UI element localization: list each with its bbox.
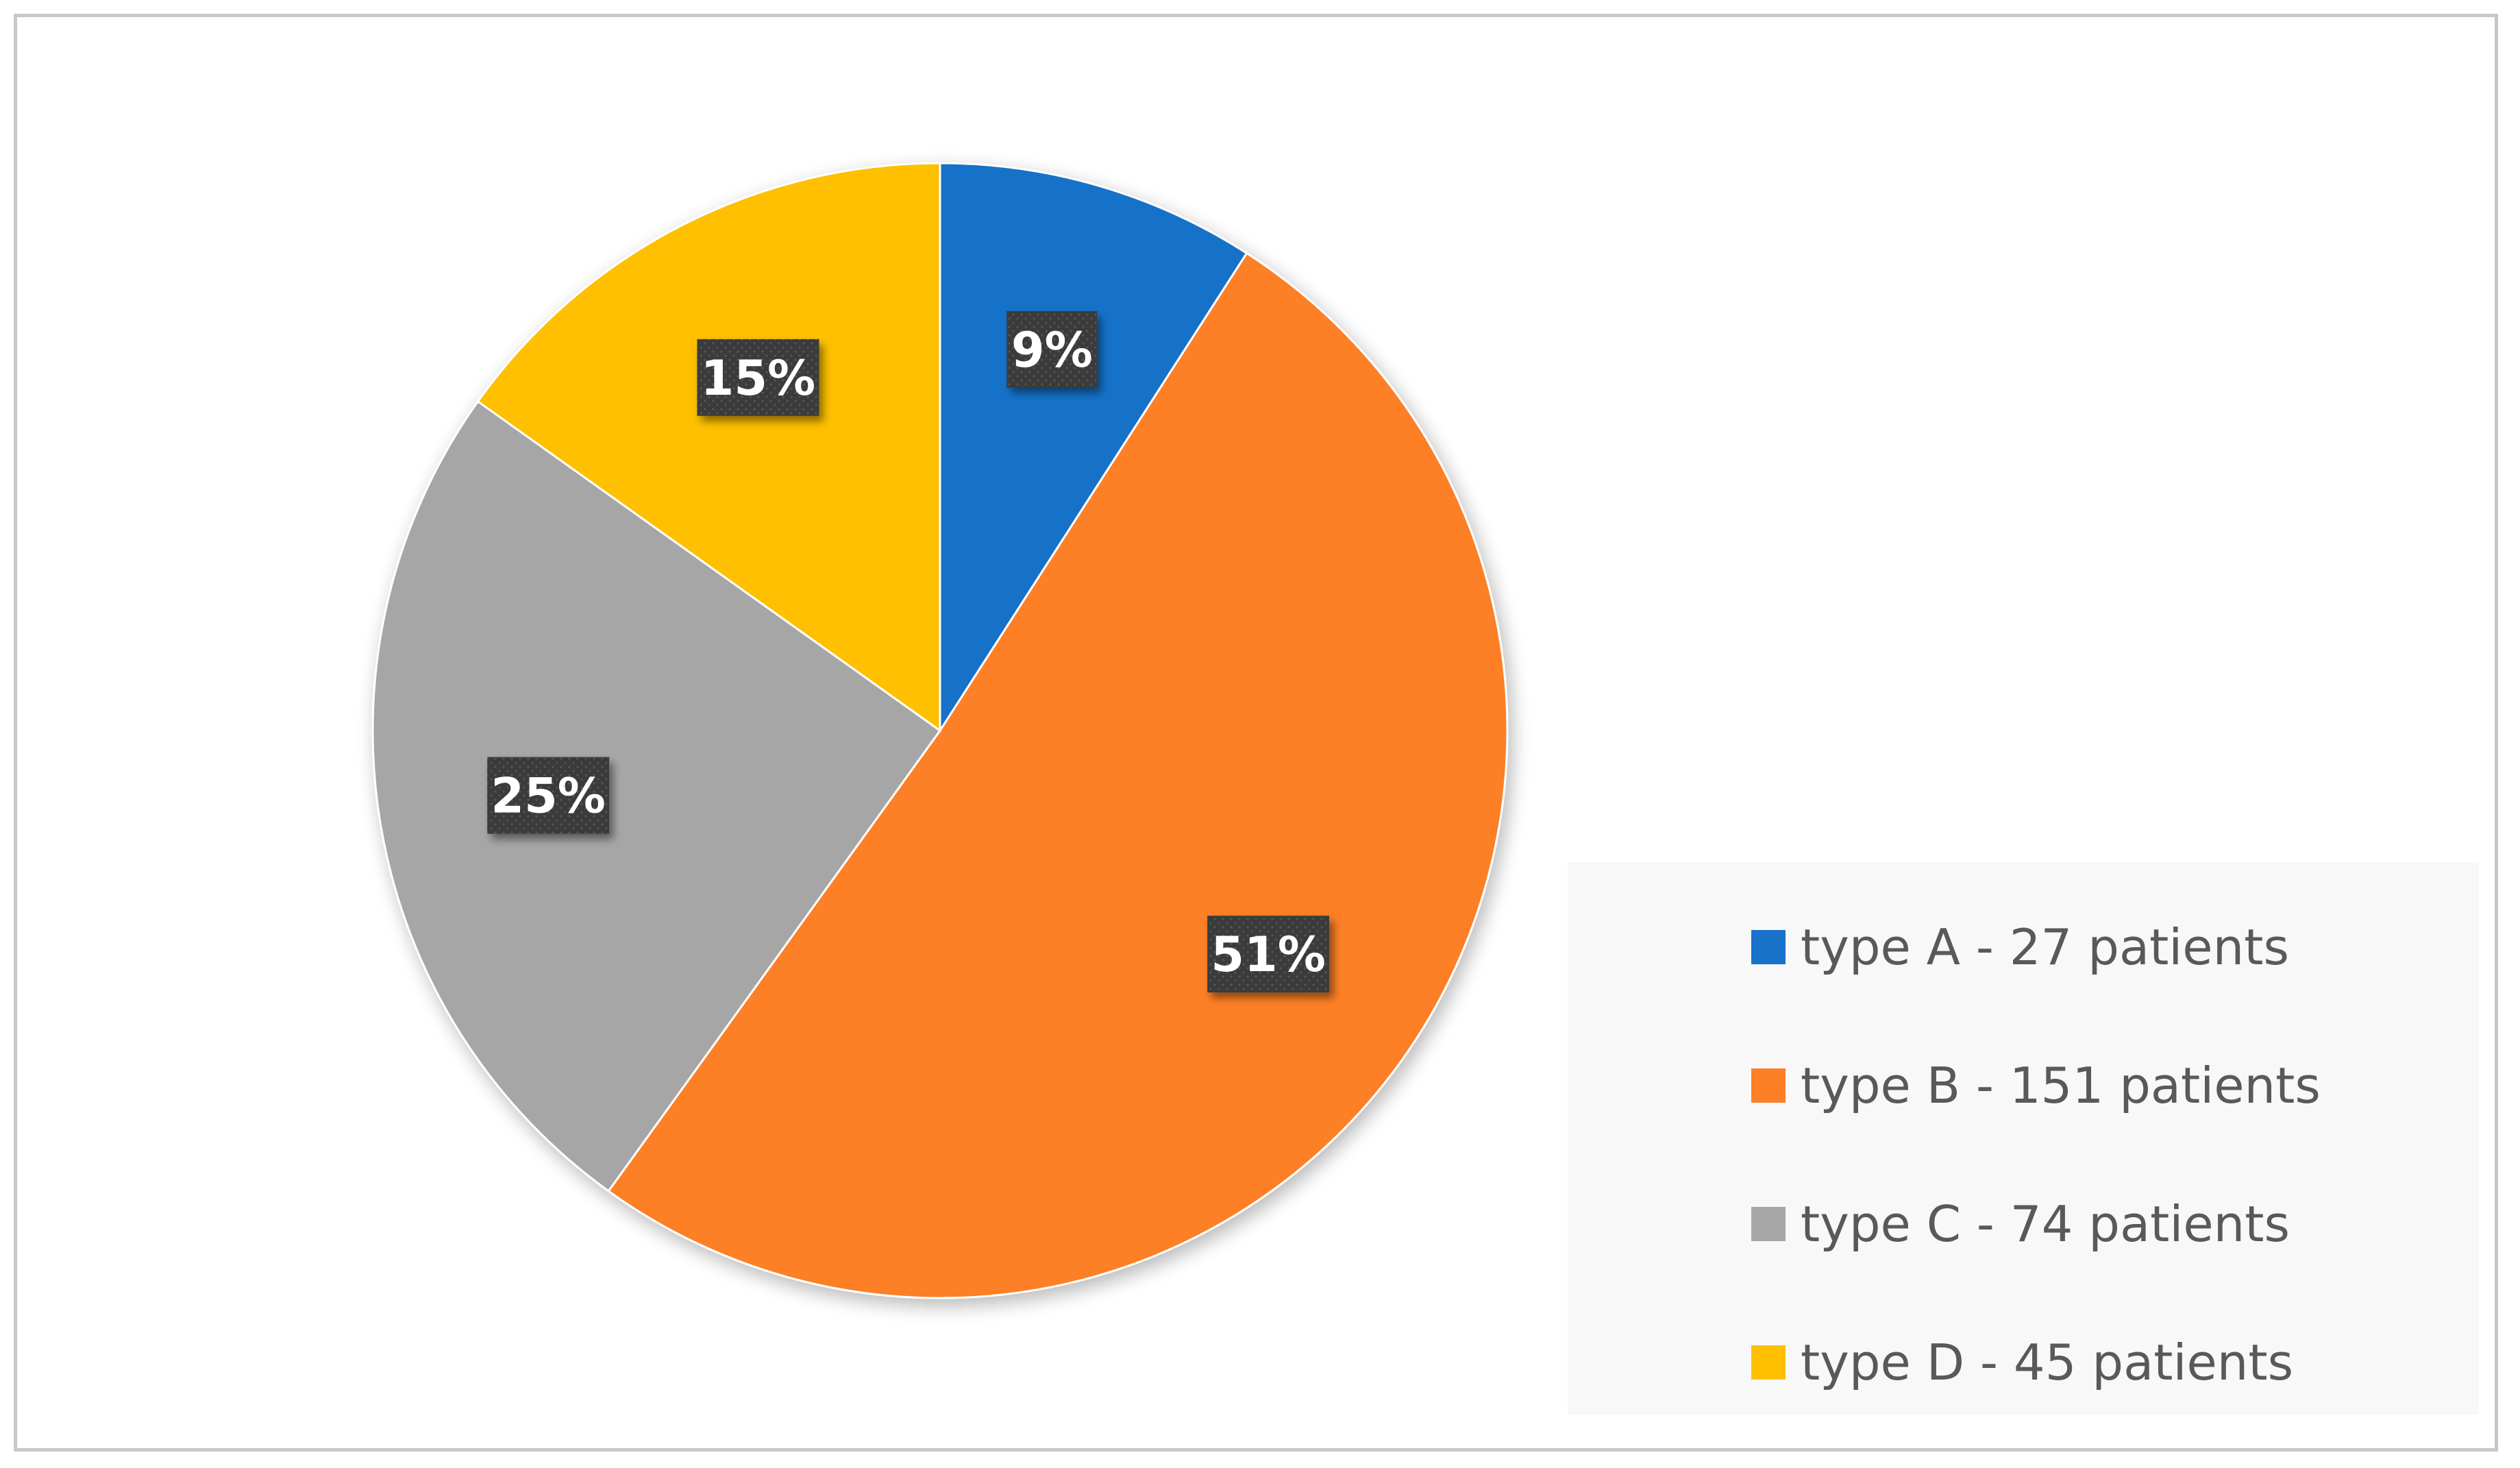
legend-label-type-d: type D - 45 patients (1801, 1334, 2294, 1391)
data-label-text: 9% (1011, 322, 1093, 378)
data-label-box (697, 339, 819, 416)
data-label-box (1006, 310, 1098, 388)
legend-label-type-a: type A - 27 patients (1801, 918, 2289, 976)
data-label-box (487, 757, 610, 834)
pie-slice-type-a (939, 162, 1248, 735)
data-label-text: 15% (701, 350, 816, 406)
data-label-type-c: 25% (487, 757, 610, 834)
legend-item-type-b: type B - 151 patients (1751, 1051, 2321, 1120)
data-label-text: 25% (491, 768, 606, 824)
data-label-box (1207, 916, 1330, 993)
pie-slice-type-b (607, 252, 1509, 1299)
pie-slice-type-d (476, 162, 941, 733)
legend-item-type-a: type A - 27 patients (1751, 913, 2289, 981)
legend-swatch-type-d (1751, 1345, 1786, 1380)
legend-swatch-type-a (1751, 930, 1786, 964)
legend-label-type-b: type B - 151 patients (1801, 1057, 2321, 1114)
legend-item-type-d: type D - 45 patients (1751, 1328, 2293, 1397)
data-label-type-b: 51% (1207, 916, 1330, 993)
legend-swatch-type-b (1751, 1068, 1786, 1103)
data-label-type-d: 15% (697, 339, 819, 416)
legend: type A - 27 patients type B - 151 patien… (1568, 862, 2479, 1415)
legend-swatch-type-c (1751, 1207, 1786, 1241)
data-label-type-a: 9% (1006, 310, 1098, 388)
legend-label-type-c: type C - 74 patients (1801, 1195, 2290, 1253)
data-label-text: 51% (1211, 927, 1326, 983)
legend-item-type-c: type C - 74 patients (1751, 1190, 2290, 1258)
pie-slice-type-c (371, 400, 942, 1193)
